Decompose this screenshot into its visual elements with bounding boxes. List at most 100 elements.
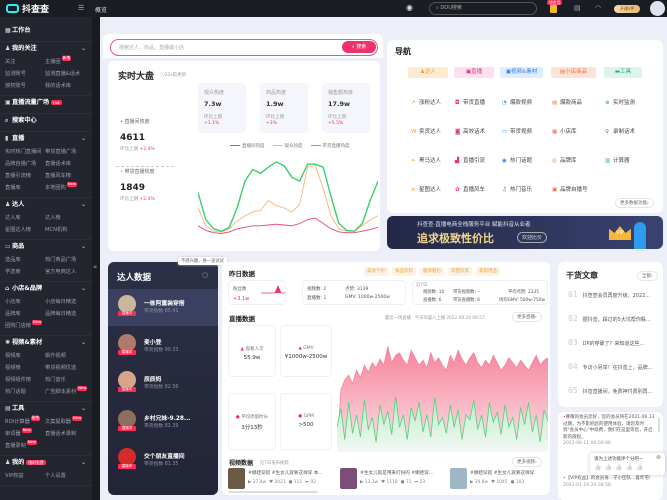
- nav-item[interactable]: ▣ 品牌自播号: [552, 187, 588, 193]
- sidebar-item[interactable]: 关注: [5, 59, 16, 65]
- sidebar-header[interactable]: ▣直播流量广场 Hot: [5, 96, 86, 110]
- nav-item[interactable]: ⊕ 实时监测: [605, 100, 636, 106]
- category-tag[interactable]: 食品饮料: [392, 267, 416, 276]
- thumb-rating-icon[interactable]: 👍: [604, 464, 612, 471]
- sidebar-header[interactable]: ▦工作台: [5, 24, 86, 38]
- nav-item[interactable]: ◘ 带货直播: [455, 100, 486, 106]
- thumb-rating-icon[interactable]: 👍: [594, 464, 602, 471]
- logo[interactable]: 抖查查: [6, 3, 49, 15]
- kol-item[interactable]: 直播中 乡村兄妹-9.28... 带货指数 82.39: [108, 404, 218, 441]
- kol-item[interactable]: 直播中 一栋阿童装穿搭 带货指数 85.41: [108, 289, 218, 326]
- sidebar-collapse[interactable]: «: [92, 17, 100, 500]
- thumb-rating-icon[interactable]: 👍: [635, 464, 644, 471]
- search-input[interactable]: 搜索达人、商品、直播或小店: [119, 45, 185, 51]
- nav-item[interactable]: ≈ 黑马达人: [411, 158, 442, 164]
- sidebar-item[interactable]: 团购门店榜New: [5, 319, 43, 329]
- main-search[interactable]: 搜索达人、商品、直播或小店 ⌕ 搜索: [110, 39, 378, 56]
- search-button[interactable]: ⌕ 搜索: [342, 41, 376, 53]
- thumb-rating-icon[interactable]: 👍: [614, 464, 623, 471]
- sidebar-item[interactable]: 热门音乐: [45, 377, 66, 383]
- sidebar-item[interactable]: 直播风车榜: [45, 173, 71, 179]
- sidebar-item[interactable]: 带货视频优选: [45, 365, 77, 371]
- nav-item[interactable]: ▭ 带货视频: [502, 129, 533, 135]
- nav-item[interactable]: ▥ 计算器: [605, 158, 630, 164]
- category-tag[interactable]: 美妆个护: [364, 267, 388, 276]
- sidebar-item[interactable]: 个人设置: [45, 473, 66, 479]
- sidebar-item[interactable]: 视频榜: [5, 365, 21, 371]
- nav-item[interactable]: ♀ 录制话术: [605, 129, 636, 135]
- sidebar-item[interactable]: 视频组件榜: [5, 377, 31, 383]
- scrollbar[interactable]: [658, 418, 660, 432]
- compare-price-button[interactable]: 欢迎比价: [517, 232, 548, 243]
- nav-item[interactable]: ↗ 涨粉达人: [411, 100, 442, 106]
- sidebar-header[interactable]: ▮ 直播 ⌄: [5, 132, 86, 146]
- sidebar-item[interactable]: 监测直播&话术: [45, 71, 81, 77]
- sidebar-item[interactable]: 直播话术录制: [45, 431, 77, 437]
- nav-item[interactable]: ▦ 小店库: [552, 129, 577, 135]
- category-tag[interactable]: 母婴玩具: [448, 267, 472, 276]
- sidebar-header[interactable]: ⌂ 小店&品牌 ⌄: [5, 282, 86, 296]
- sidebar-item[interactable]: 视频库: [5, 353, 21, 359]
- sidebar-item[interactable]: VIP权益: [5, 473, 24, 479]
- avatar[interactable]: [650, 1, 665, 16]
- nav-tab[interactable]: ▣直播: [454, 67, 494, 78]
- sidebar-item[interactable]: 带货直播广场: [45, 149, 77, 155]
- nav-item[interactable]: ▟ 直播引流: [455, 158, 486, 164]
- sidebar-item[interactable]: 直播录制New: [5, 439, 38, 449]
- horizontal-scrollbar[interactable]: [228, 491, 318, 493]
- chevron-down-icon[interactable]: ⌄: [80, 45, 86, 52]
- category-tag[interactable]: 家居用品: [476, 267, 500, 276]
- kol-item[interactable]: 直播中 交个朋友直播间 带货指数 81.35: [108, 442, 218, 479]
- sidebar-header[interactable]: ▤工具 ⌄: [5, 402, 86, 416]
- sidebar-item[interactable]: 飙升视频: [45, 353, 66, 359]
- nav-item[interactable]: ▤ 爆款商品: [552, 100, 583, 106]
- sidebar-item[interactable]: 小店库: [5, 299, 21, 305]
- more-features-button[interactable]: 更多数据功能›: [615, 198, 654, 208]
- video-item[interactable]: #娜娃穿搭 #生女儿就要这样穿 本... ▶ 37.4w ♥ 2021 ● 111 ➦ …: [228, 468, 333, 490]
- chevron-down-icon[interactable]: ⌄: [80, 201, 86, 208]
- nav-item[interactable]: W 卖货达人: [411, 129, 442, 135]
- sidebar-item[interactable]: 品牌自播广场: [5, 161, 37, 167]
- sidebar-header[interactable]: ⌕ 搜索中心: [5, 114, 86, 128]
- sidebar-item[interactable]: 热门话题: [5, 389, 26, 395]
- nav-item[interactable]: ✿ 直播风车: [455, 187, 486, 193]
- collapse-icon[interactable]: «: [93, 263, 98, 271]
- nav-tab[interactable]: ▤小店商品: [551, 67, 596, 78]
- notice-item[interactable]: •【VIP权益】的会员身...子小团队...喜咋宅! 2021-01-19 20…: [563, 476, 651, 488]
- thumb-rating-icon[interactable]: 👍: [625, 464, 633, 471]
- sidebar-item[interactable]: 实时热门直播间: [5, 149, 42, 155]
- sidebar-item[interactable]: 审词器New: [5, 427, 32, 437]
- gift-icon[interactable]: [550, 5, 557, 13]
- nav-item[interactable]: ◎ 品牌库: [552, 158, 577, 164]
- sidebar-item[interactable]: 直播库: [5, 185, 21, 191]
- promo-banner[interactable]: 抖查查·直播电商全栈服务平台 赋能抖音从业者 追求极致性价比 欢迎比价 VIP: [387, 216, 663, 249]
- legend-item[interactable]: 观众热度: [272, 144, 303, 149]
- sidebar-item[interactable]: 学选商: [5, 269, 21, 275]
- headset-icon[interactable]: ◠: [595, 4, 602, 12]
- sidebar-item[interactable]: 选品库: [5, 257, 21, 263]
- sidebar-header[interactable]: ♟ 我的关注 ⌄: [5, 42, 86, 56]
- menu-icon[interactable]: ☰: [78, 4, 85, 12]
- sidebar-header[interactable]: ▭商品 ⌄: [5, 240, 86, 254]
- chevron-down-icon[interactable]: ⌄: [80, 285, 86, 292]
- sidebar-header[interactable]: ♟ 我的 限时免费 ⌄: [5, 456, 86, 470]
- article-item[interactable]: 04 专访小另举！在抖音上，品牌...: [568, 362, 653, 371]
- legend-item[interactable]: 直播间热度: [230, 144, 265, 149]
- eye-icon[interactable]: ◉: [406, 3, 413, 12]
- sidebar-item[interactable]: 直播引流榜: [5, 173, 31, 179]
- nav-item[interactable]: ◉ 热门话题: [502, 158, 533, 164]
- legend-item[interactable]: 带货直播热度: [310, 144, 350, 149]
- chevron-down-icon[interactable]: ⌄: [80, 243, 86, 250]
- article-item[interactable]: 05 抖音直播间，免费神付费别再...: [568, 386, 653, 395]
- sidebar-item[interactable]: 星图达人榜: [5, 227, 31, 233]
- close-icon[interactable]: ⊗: [656, 454, 662, 461]
- nav-tab[interactable]: ♟达人: [408, 67, 448, 78]
- sidebar-item[interactable]: 直播话术库: [45, 161, 71, 167]
- chevron-down-icon[interactable]: ⌄: [80, 135, 86, 142]
- video-item[interactable]: #娜娃穿搭 #生女儿就要这样穿 ▶ 34.8w ♥ 1045 ● 103: [450, 468, 555, 490]
- sidebar-item[interactable]: 品牌库: [5, 311, 21, 317]
- nav-item[interactable]: ◔ 爆款视频: [502, 100, 533, 106]
- chevron-down-icon[interactable]: ⌄: [80, 459, 86, 466]
- sidebar-item[interactable]: 我的话术库: [45, 83, 71, 89]
- article-item[interactable]: 02 据抖音，踩过的5大坑帮你躲...: [568, 314, 651, 323]
